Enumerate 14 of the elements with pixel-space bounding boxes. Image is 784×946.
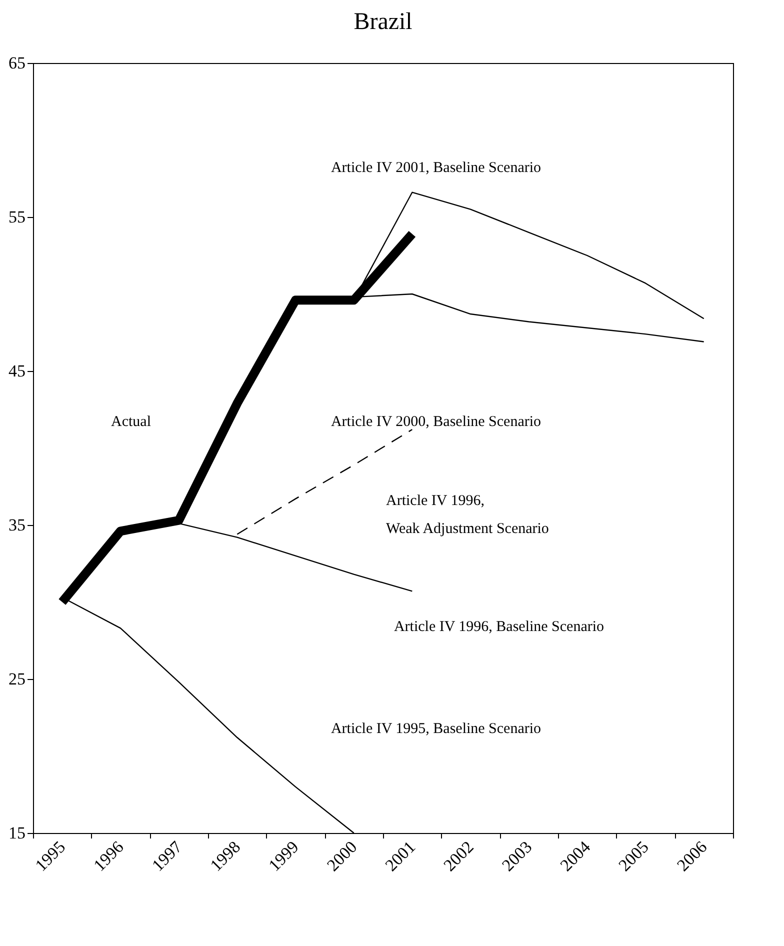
annotation: Article IV 1996, <box>386 493 484 509</box>
annotation: Article IV 2001, Baseline Scenario <box>330 160 542 176</box>
annotation: Article IV 1996, Baseline Scenario <box>394 619 604 635</box>
annotation: Article IV 2000, Baseline Scenario <box>330 414 542 430</box>
y-tick-label: 25 <box>8 670 26 688</box>
y-tick-label: 65 <box>8 54 26 72</box>
annotation: Article IV 1995, Baseline Scenario <box>330 721 542 737</box>
y-tick-label: 35 <box>8 516 26 534</box>
annotation: Weak Adjustment Scenario <box>386 521 549 537</box>
chart-title: Brazil <box>354 9 413 35</box>
y-tick-label: 55 <box>8 208 26 226</box>
y-tick-label: 45 <box>8 362 26 380</box>
annotation: Actual <box>111 414 151 430</box>
y-tick-label: 15 <box>8 824 26 842</box>
